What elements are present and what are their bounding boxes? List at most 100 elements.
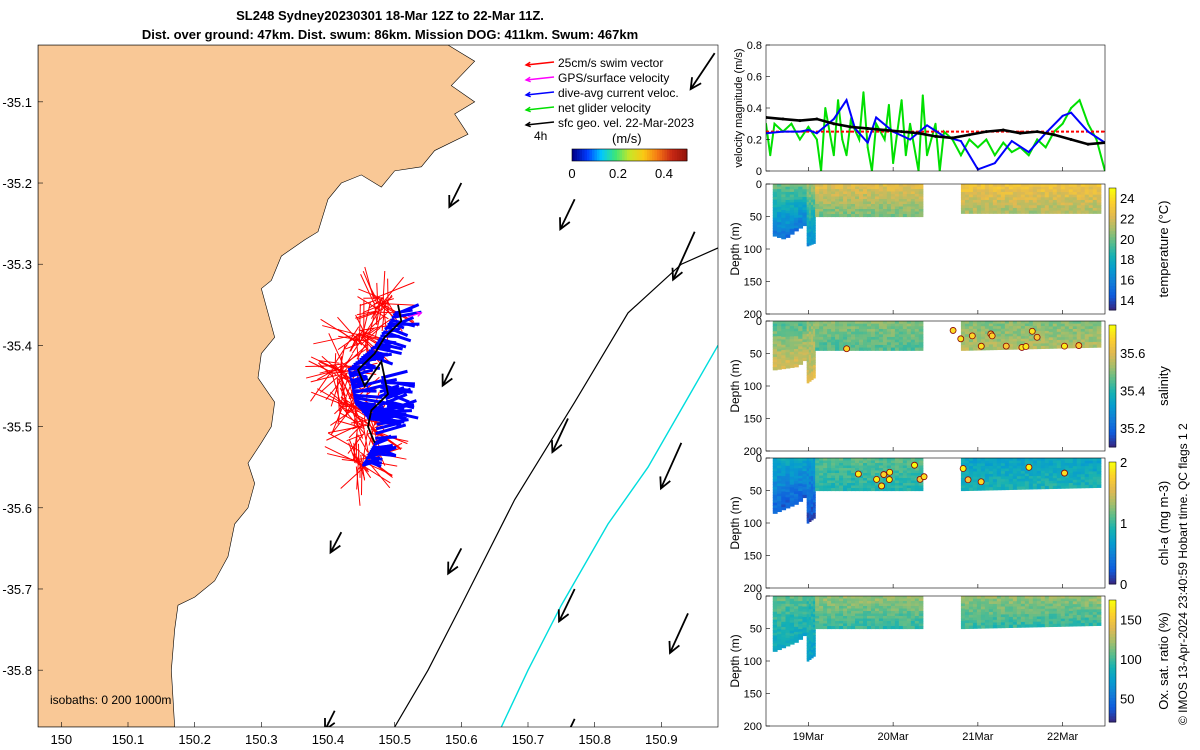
section-cell [1052,623,1058,627]
section-cell [914,186,920,190]
section-cell [1068,475,1074,479]
section-cell [1044,343,1050,347]
section-cell [1084,342,1090,346]
section-cell [1012,338,1018,342]
section-cell [960,478,966,482]
section-colorbar-cell [1109,483,1116,487]
section-colorbar-frame [1108,187,1117,311]
dive-avg-vector [373,437,388,446]
section-colorbar-cell [1109,197,1116,201]
section-colorbar-label: salinity [1156,366,1171,406]
section-cell [808,202,812,206]
section-cell [781,220,787,224]
section-colorbar-cell [1109,465,1116,469]
section-cell [870,598,876,602]
section-cell [1024,202,1030,206]
section-cell [802,326,808,330]
section-cell [960,344,966,349]
section-cell [996,598,1002,602]
section-colorbar-cell [1109,367,1116,372]
section-cell [894,478,900,482]
colorbar-cell [612,149,615,161]
section-cell [843,186,848,190]
section-cell [789,218,795,222]
section-cell [972,336,978,341]
section-cell [1040,460,1046,464]
section-cell [798,618,804,623]
section-cell [890,606,896,610]
section-cell [789,479,795,483]
section-cell [874,199,880,203]
section-cell [813,186,816,190]
section-cell [1000,331,1006,335]
section-cell [851,201,856,205]
section-cell [1020,596,1026,600]
section-cell [1028,483,1034,487]
section-cell [1028,476,1034,480]
section-cell [1000,473,1006,478]
section-cell [902,603,908,607]
section-cell [1028,458,1034,462]
section-cell [878,618,884,622]
section-cell [1076,202,1082,206]
colorbar-cell [659,149,663,161]
section-cell [827,211,832,215]
section-cell [1004,624,1010,629]
section-cell [898,204,904,208]
section-cell [815,336,820,341]
section-cell [772,341,778,345]
section-cell [810,323,814,327]
section-cell [1016,202,1022,206]
section-cell [831,485,836,489]
section-cell [906,214,912,218]
section-cell [1032,207,1038,212]
section-cell [789,468,795,472]
section-cell [886,334,892,338]
section-cell [980,328,986,333]
section-cell [890,470,896,474]
section-cell [772,502,778,506]
section-cell [813,207,816,211]
section-cell [823,606,828,610]
swim-vector [327,453,356,461]
section-cell [781,328,787,333]
section-cell [835,196,840,200]
section-cell [810,652,814,656]
section-cell [874,344,880,349]
section-cell [785,221,791,225]
section-colorbar-cell [1109,443,1116,448]
section-cell [972,205,978,209]
section-cell [1080,604,1086,608]
section-cell [1068,321,1074,325]
section-cell [980,210,986,214]
section-cell [1020,186,1026,190]
section-cell [847,214,852,218]
section-cell [808,476,812,480]
section-cell [1076,458,1082,462]
section-cell [866,623,872,627]
section-cell [810,376,814,381]
section-cell [1064,334,1070,338]
section-cell [1016,463,1022,467]
section-cell [827,339,832,343]
section-cell [810,619,814,623]
section-cell [1052,468,1058,472]
section-cell [1084,197,1090,201]
section-cell [910,460,916,464]
section-cell [819,483,824,487]
section-cell [772,468,778,472]
section-cell [827,601,832,605]
section-colorbar-frame [1108,324,1117,448]
section-cell [976,487,982,491]
section-cell [878,470,884,474]
section-cell [1092,476,1098,481]
section-cell [1076,466,1082,470]
section-cell [1076,614,1082,619]
section-cell [793,346,799,350]
section-cell [870,613,876,617]
velocity-data-point [900,130,904,134]
section-colorbar-cell [1109,392,1116,396]
section-cell [793,220,799,224]
section-cell [785,611,791,615]
section-cell [839,336,844,341]
